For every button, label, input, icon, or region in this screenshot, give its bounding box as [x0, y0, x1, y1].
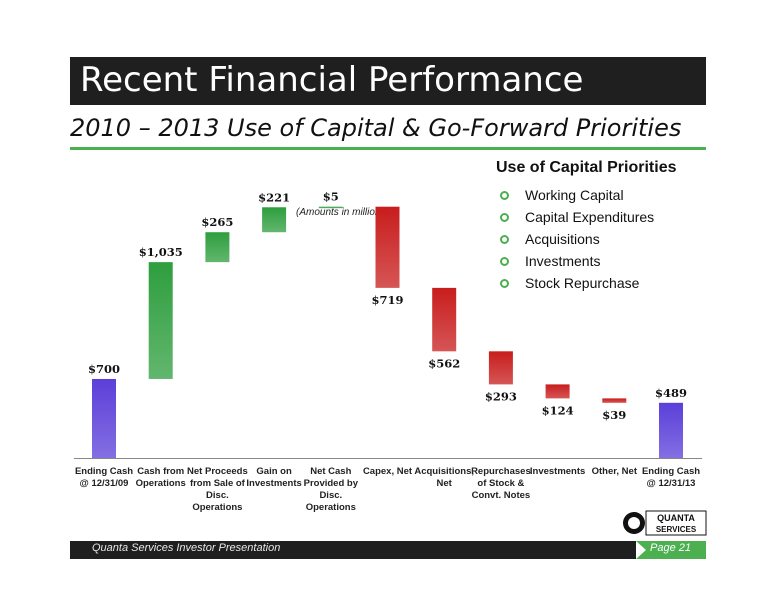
- bar-2: [205, 232, 230, 263]
- circle-bullet-icon: [500, 234, 509, 244]
- category-label-6: Acquisitions,: [414, 466, 474, 477]
- priority-item: Working Capital: [500, 184, 654, 206]
- category-label-6: Net: [437, 478, 453, 489]
- bar-5: [375, 206, 400, 288]
- category-label-2: Disc.: [206, 490, 229, 501]
- category-label-10: Ending Cash: [642, 466, 700, 477]
- priority-label: Investments: [525, 253, 601, 269]
- bar-6: [432, 287, 457, 352]
- circle-bullet-icon: [500, 212, 509, 222]
- bar-7: [488, 351, 513, 385]
- data-label-6: $562: [428, 356, 460, 370]
- circle-bullet-icon: [500, 256, 509, 266]
- circle-bullet-icon: [500, 190, 509, 200]
- category-label-7: Repurchases: [471, 466, 531, 477]
- category-label-8: Investments: [530, 466, 585, 477]
- bar-0: [92, 378, 116, 458]
- category-label-2: Net Proceeds: [187, 466, 248, 477]
- priority-item: Acquisitions: [500, 228, 654, 250]
- bar-9: [602, 398, 627, 403]
- page-number: Page 21: [650, 542, 691, 554]
- priorities-title: Use of Capital Priorities: [496, 159, 677, 176]
- priority-label: Stock Repurchase: [525, 275, 640, 291]
- category-label-1: Operations: [136, 478, 186, 489]
- priority-item: Stock Repurchase: [500, 272, 654, 294]
- bar-1: [148, 262, 173, 379]
- bar-3: [262, 207, 287, 233]
- data-label-5: $719: [371, 293, 403, 307]
- category-label-4: Disc.: [319, 490, 342, 501]
- category-label-4: Provided by: [304, 478, 359, 489]
- circle-bullet-icon: [500, 278, 509, 288]
- category-label-4: Operations: [306, 502, 356, 513]
- data-label-2: $265: [201, 215, 233, 229]
- category-label-10: @ 12/31/13: [647, 478, 696, 489]
- data-label-9: $39: [602, 408, 626, 422]
- logo-line1: QUANTA: [657, 513, 695, 523]
- page-tab: [636, 541, 706, 559]
- page-subtitle: 2010 – 2013 Use of Capital & Go-Forward …: [70, 114, 682, 142]
- data-label-4: $5: [323, 190, 339, 204]
- category-label-9: Other, Net: [592, 466, 638, 477]
- header-bar: [70, 57, 706, 105]
- page-title: Recent Financial Performance: [80, 60, 584, 100]
- category-label-4: Net Cash: [310, 466, 351, 477]
- category-label-2: from Sale of: [190, 478, 246, 489]
- category-label-5: Capex, Net: [363, 466, 413, 477]
- data-label-0: $700: [88, 362, 120, 376]
- data-label-10: $489: [655, 386, 687, 400]
- priority-item: Investments: [500, 250, 654, 272]
- priority-label: Working Capital: [525, 187, 624, 203]
- category-label-0: Ending Cash: [75, 466, 133, 477]
- footer-bar: [70, 541, 636, 559]
- logo-line2: SERVICES: [656, 525, 697, 534]
- priority-item: Capital Expenditures: [500, 206, 654, 228]
- priority-label: Capital Expenditures: [525, 209, 655, 225]
- data-label-3: $221: [258, 190, 290, 204]
- category-label-0: @ 12/31/09: [80, 478, 129, 489]
- data-label-8: $124: [542, 403, 574, 417]
- bar-4: [318, 206, 343, 209]
- data-label-1: $1,035: [139, 245, 183, 259]
- title-divider: [70, 147, 706, 150]
- data-label-7: $293: [485, 389, 517, 403]
- category-label-1: Cash from: [137, 466, 184, 477]
- bar-8: [545, 384, 570, 399]
- category-label-3: Investments: [246, 478, 301, 489]
- bar-10: [659, 402, 683, 458]
- category-label-7: Convt. Notes: [472, 490, 531, 501]
- category-label-2: Operations: [192, 502, 242, 513]
- priorities-list: Working Capital Capital Expenditures Acq…: [500, 184, 654, 294]
- category-label-3: Gain on: [256, 466, 292, 477]
- quanta-logo: QUANTA SERVICES: [620, 508, 708, 538]
- footer-text: Quanta Services Investor Presentation: [92, 542, 281, 554]
- category-label-7: of Stock &: [477, 478, 524, 489]
- priority-label: Acquisitions: [525, 231, 600, 247]
- amounts-note: (Amounts in millions): [296, 207, 389, 218]
